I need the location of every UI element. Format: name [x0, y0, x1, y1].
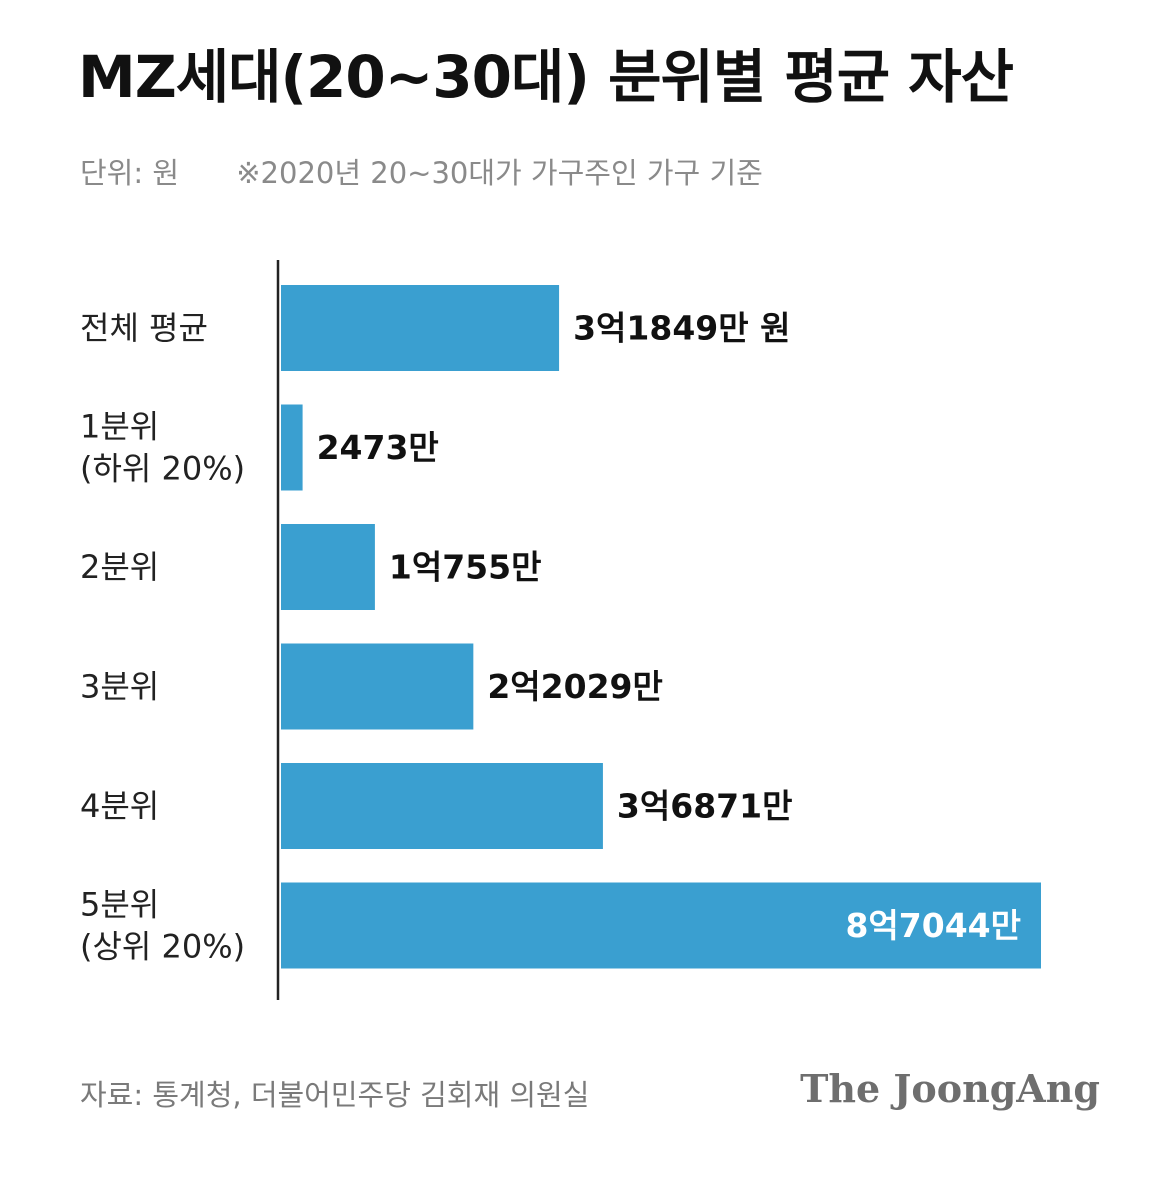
- category-label-2-0: 2분위: [80, 548, 159, 586]
- bar-0: [281, 285, 560, 371]
- value-label-5: 8억7044만: [845, 906, 1021, 945]
- category-label-5-1: (상위 20%): [80, 928, 245, 966]
- unit-label: 단위: 원: [80, 156, 180, 190]
- category-label-1-1: (하위 20%): [80, 450, 245, 488]
- bar-1: [281, 404, 303, 491]
- category-label-3-0: 3분위: [80, 668, 159, 706]
- bar-5: [281, 882, 1041, 969]
- bar-2: [281, 524, 375, 610]
- category-label-1-0: 1분위: [80, 408, 159, 446]
- value-label-0: 3억1849만 원: [573, 309, 790, 348]
- chart-title: MZ세대(20~30대) 분위별 평균 자산: [78, 43, 1014, 111]
- value-label-4: 3억6871만: [617, 787, 793, 826]
- value-label-2: 1억755만: [389, 548, 542, 587]
- category-label-5-0: 5분위: [80, 886, 159, 924]
- source-note: 자료: 통계청, 더불어민주당 김회재 의원실: [80, 1078, 590, 1112]
- category-label-4-0: 4분위: [80, 787, 159, 825]
- chart-subtitle: 단위: 원 ※2020년 20~30대가 가구주인 가구 기준: [80, 150, 763, 192]
- value-label-3: 2억2029만: [487, 667, 663, 706]
- basis-note: ※2020년 20~30대가 가구주인 가구 기준: [236, 156, 763, 190]
- bar-4: [281, 763, 603, 849]
- value-label-1: 2473만: [317, 428, 439, 467]
- brand-logo: The JoongAng: [800, 1066, 1100, 1111]
- bar-chart: 전체 평균 3억1849만 원 1분위 (하위 20%) 2473만 2분위 1억755만 3…: [80, 260, 1041, 1000]
- category-label-0-0: 전체 평균: [80, 309, 208, 347]
- bar-3: [281, 643, 474, 730]
